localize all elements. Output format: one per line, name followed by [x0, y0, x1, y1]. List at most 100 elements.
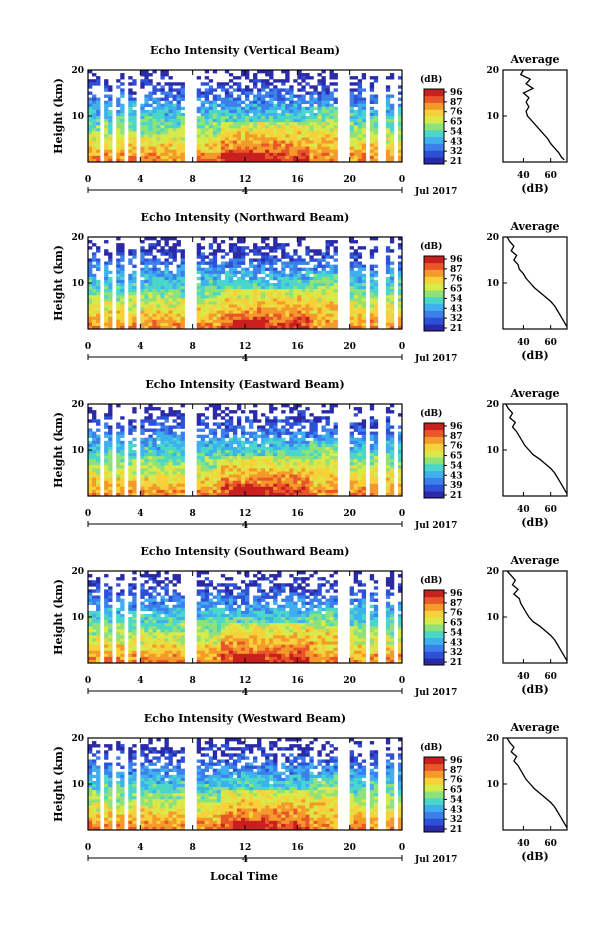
heatmap-cell [397, 112, 403, 117]
heatmap-cell [245, 480, 250, 485]
heatmap-cell [333, 100, 338, 105]
heatmap-cell [385, 283, 391, 287]
heatmap-cell [156, 492, 161, 497]
heatmap-cell [108, 456, 113, 460]
heatmap-cell [385, 471, 391, 475]
heatmap-cell [96, 422, 101, 426]
heatmap-cell [176, 103, 181, 108]
colorbar-tick-label: 32 [450, 314, 463, 324]
heatmap-cell [265, 319, 270, 324]
heatmap-cell [140, 437, 145, 442]
heatmap-cell [216, 292, 222, 296]
heatmap-cell [297, 289, 302, 293]
heatmap-cell [92, 310, 97, 314]
heatmap-cell [200, 446, 206, 451]
heatmap-cell [208, 307, 214, 311]
heatmap-cell [216, 462, 222, 466]
heatmap-cell [216, 425, 222, 429]
heatmap-cell [204, 112, 210, 117]
heatmap-cell [313, 88, 318, 92]
heatmap-cell [148, 428, 153, 432]
heatmap-cell [116, 319, 121, 324]
profile-y-tick-label: 20 [486, 400, 499, 410]
heatmap-cell [88, 146, 93, 151]
heatmap-cell [144, 480, 149, 485]
heatmap-cell [389, 462, 395, 466]
heatmap-cell [361, 316, 367, 321]
heatmap-cell [301, 286, 306, 290]
heatmap-cell [232, 100, 238, 105]
heatmap-cell [329, 468, 334, 472]
heatmap-cell [369, 416, 375, 420]
heatmap-cell [321, 116, 326, 120]
heatmap-cell [253, 304, 258, 308]
heatmap-cell [196, 106, 202, 111]
heatmap-cell [309, 425, 314, 429]
heatmap-cell [397, 456, 403, 460]
heatmap-cell [148, 109, 153, 114]
heatmap-cell [313, 322, 318, 327]
heatmap-cell [389, 450, 395, 454]
heatmap-cell [325, 292, 330, 296]
heatmap-cell [140, 85, 145, 89]
heatmap-cell [144, 103, 149, 108]
heatmap-cell [313, 298, 318, 302]
heatmap-cell [321, 456, 326, 460]
heatmap-cell [305, 125, 310, 129]
heatmap-cell [88, 134, 93, 138]
heatmap-cell [200, 419, 206, 423]
heatmap-cell [313, 276, 318, 281]
heatmap-cell [116, 434, 121, 439]
heatmap-cell [88, 443, 93, 448]
heatmap-cell [325, 137, 330, 141]
heatmap-cell [224, 443, 230, 448]
heatmap-cell [200, 471, 206, 475]
heatmap-cell [357, 462, 363, 466]
heatmap-cell [317, 97, 322, 101]
heatmap-cell [317, 301, 322, 305]
heatmap-cell [168, 146, 173, 151]
heatmap-cell [373, 434, 379, 439]
heatmap-cell [289, 137, 294, 141]
heatmap-cell [261, 112, 266, 117]
heatmap-cell [88, 313, 93, 318]
heatmap-cell [160, 434, 165, 439]
heatmap-cell [176, 313, 181, 318]
heatmap-cell [249, 456, 254, 460]
heatmap-cell [361, 471, 367, 475]
heatmap-cell [313, 440, 318, 445]
heatmap-cell [301, 450, 306, 454]
heatmap-cell [148, 437, 153, 442]
heatmap-cell [329, 140, 334, 144]
heatmap-cell [120, 307, 125, 311]
heatmap-cell [297, 125, 302, 129]
heatmap-cell [245, 76, 250, 80]
heatmap-cell [385, 85, 391, 89]
heatmap-cell [389, 240, 395, 244]
heatmap-cell [180, 128, 185, 132]
heatmap-cell [253, 137, 258, 141]
heatmap-cell [357, 286, 363, 290]
heatmap-cell [164, 322, 169, 327]
heatmap-cell [293, 322, 298, 327]
colorbar-tick-label: 96 [450, 255, 463, 265]
heatmap-cell [160, 474, 165, 478]
heatmap-cell [128, 459, 133, 463]
heatmap-cell [269, 468, 274, 472]
heatmap-cell [148, 462, 153, 466]
heatmap-cell [273, 465, 278, 469]
heatmap-cell [397, 143, 403, 147]
heatmap-cell [325, 264, 330, 268]
heatmap-cell [349, 273, 354, 278]
heatmap-cell [309, 304, 314, 308]
heatmap-cell [329, 91, 334, 95]
heatmap-cell [108, 325, 113, 330]
heatmap-cell [357, 431, 363, 435]
heatmap-cell [269, 146, 274, 151]
heatmap-cell [132, 407, 137, 411]
heatmap-cell [148, 103, 153, 108]
heatmap-cell [333, 149, 338, 154]
heatmap-cell [353, 252, 359, 256]
heatmap-cell [176, 112, 181, 117]
heatmap-cell [160, 316, 165, 321]
